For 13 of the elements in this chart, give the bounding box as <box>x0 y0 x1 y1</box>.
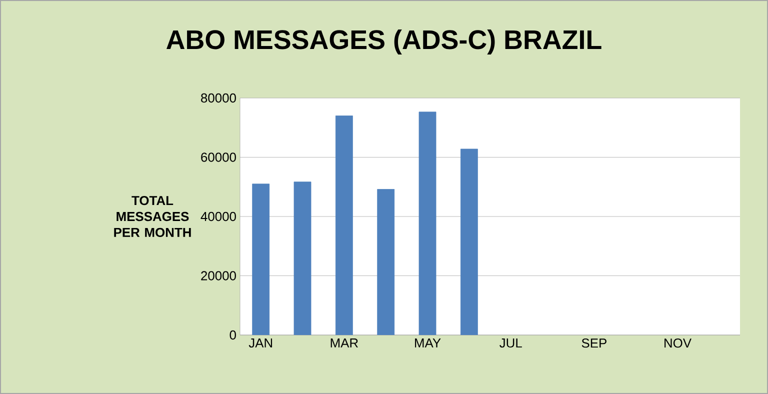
y-axis-title: TOTAL MESSAGES PER MONTH <box>114 196 191 238</box>
y-tick-label: 0 <box>230 330 236 340</box>
x-tick-label: MAR <box>330 338 358 348</box>
x-tick-label: MAY <box>415 338 441 348</box>
chart-title: ABO MESSAGES (ADS-C) BRAZIL <box>166 29 602 55</box>
y-tick-label: 40000 <box>200 212 236 222</box>
x-tick-label: JAN <box>248 338 272 348</box>
y-tick-label: 20000 <box>201 271 236 280</box>
x-tick-label: JUL <box>500 338 522 348</box>
y-tick-label: 60000 <box>201 152 236 162</box>
x-tick-label: SEP <box>582 338 606 348</box>
y-tick-label: 80000 <box>201 93 236 103</box>
x-tick-label: NOV <box>664 338 692 348</box>
